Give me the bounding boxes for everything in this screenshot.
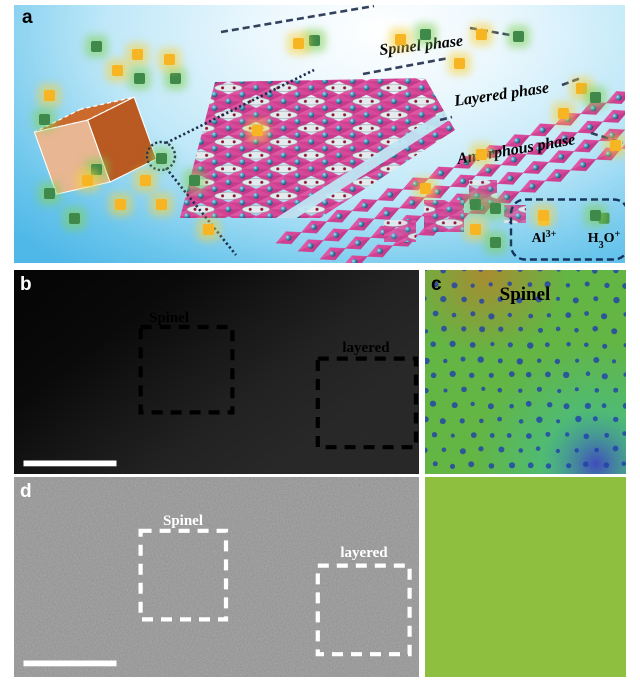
svg-text:Spinel: Spinel (500, 284, 551, 305)
svg-text:Al3+: Al3+ (532, 229, 557, 247)
svg-text:Layered phase: Layered phase (452, 80, 550, 111)
svg-text:layered: layered (340, 545, 388, 561)
svg-text:Spinel: Spinel (149, 310, 189, 326)
svg-text:H3O+: H3O+ (588, 229, 621, 251)
svg-text:Spinel: Spinel (163, 513, 203, 529)
svg-text:b: b (20, 274, 32, 295)
svg-text:c: c (431, 274, 442, 295)
svg-text:layered: layered (342, 340, 390, 356)
svg-text:d: d (20, 481, 32, 502)
